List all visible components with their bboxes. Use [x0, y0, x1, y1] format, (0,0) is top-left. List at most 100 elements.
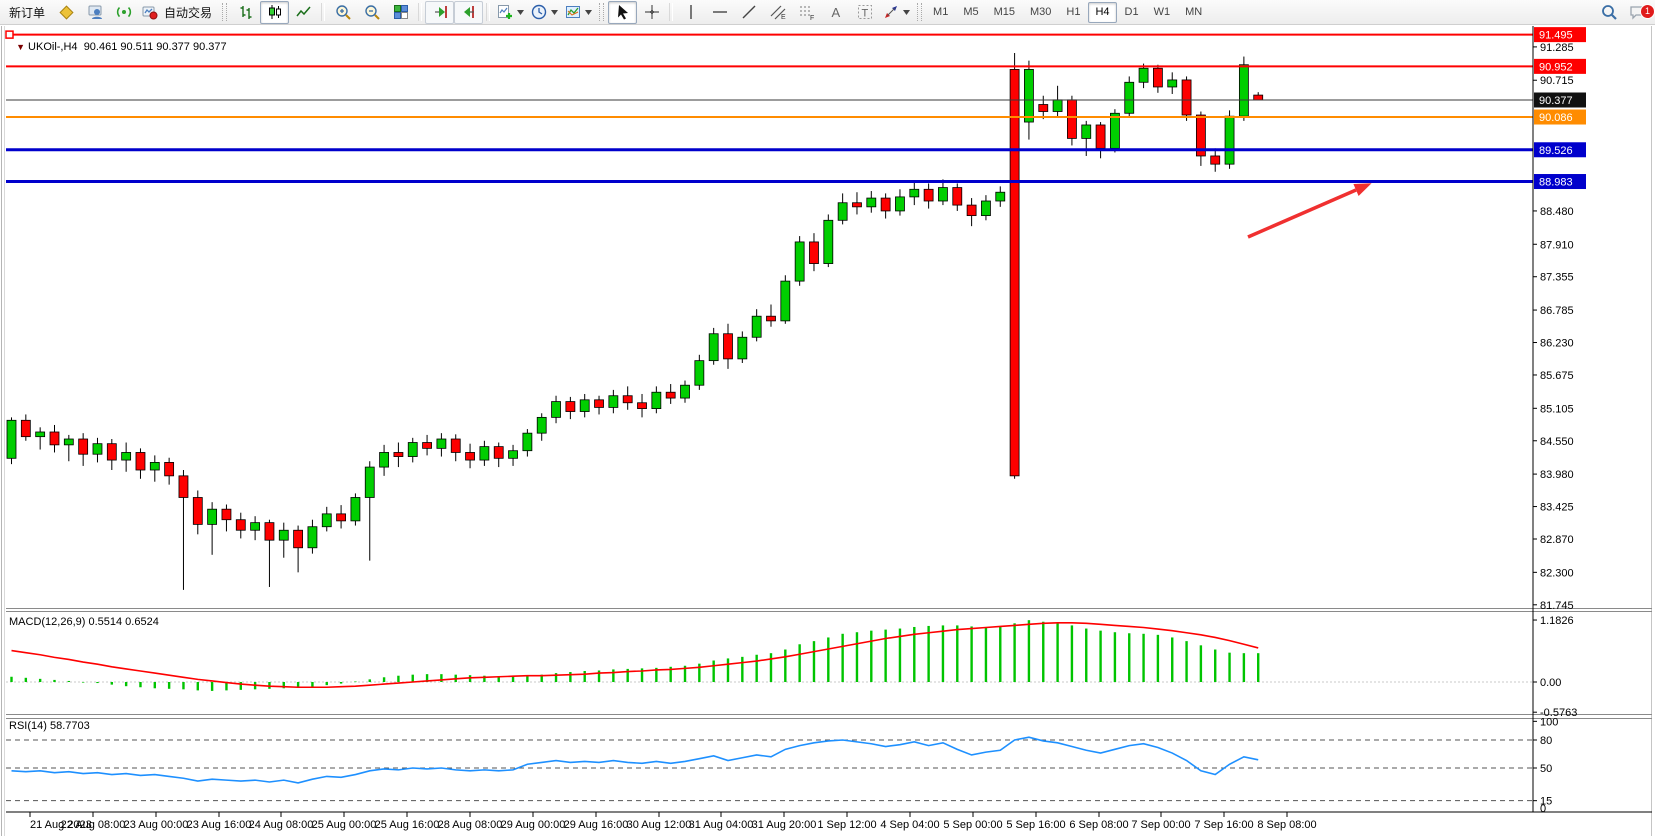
search-button[interactable]	[1594, 1, 1623, 24]
bar-chart-button[interactable]	[231, 1, 260, 24]
macd-histogram-bar	[311, 682, 314, 687]
macd-histogram-bar	[225, 682, 228, 691]
chat-button[interactable]: 1	[1623, 1, 1655, 24]
toolbar-separator	[486, 3, 491, 21]
macd-histogram-bar	[698, 663, 701, 682]
candlestick-icon	[268, 5, 281, 19]
arrows-button[interactable]	[879, 1, 913, 24]
templates-button[interactable]	[561, 1, 595, 24]
timeframe-button-h4[interactable]: H4	[1088, 1, 1117, 23]
trend-arrow-line[interactable]	[1247, 188, 1357, 239]
candle-body	[63, 438, 74, 446]
chart-ohlc-readout: 90.461 90.511 90.377 90.377	[83, 41, 227, 53]
time-tick-label: 5 Sep 16:00	[1006, 819, 1065, 831]
fibonacci-icon: F	[799, 6, 814, 21]
text-button[interactable]: A	[821, 1, 850, 24]
candle-body	[450, 438, 461, 453]
arrows-icon	[885, 6, 898, 18]
cursor-button[interactable]	[608, 0, 638, 24]
candle-body	[895, 196, 905, 212]
candle-body	[694, 360, 705, 386]
line-chart-button[interactable]	[289, 1, 318, 24]
chart-shift-icon	[463, 6, 474, 18]
macd-histogram-bar	[597, 670, 601, 682]
price-badge	[1534, 92, 1586, 108]
macd-histogram-bar	[1185, 641, 1188, 682]
candle-body	[407, 442, 418, 457]
candle-body	[379, 452, 389, 468]
macd-histogram-bar	[669, 666, 672, 682]
indicators-button[interactable]	[493, 1, 527, 24]
rsi-tick-label: 100	[1540, 716, 1558, 728]
price-tick-label: 82.300	[1540, 567, 1574, 579]
horizontal-line-button[interactable]	[705, 1, 734, 24]
timeframe-button-m15[interactable]: M15	[993, 6, 1015, 18]
candle-body	[278, 529, 289, 541]
clock-icon	[531, 4, 547, 20]
auto-scroll-button[interactable]	[425, 0, 455, 24]
main-toolbar: 新订单 自动交易	[0, 0, 1655, 25]
toolbar-separator	[321, 3, 326, 21]
zoom-out-button[interactable]	[357, 1, 386, 24]
auto-trading-button[interactable]: 自动交易	[138, 1, 218, 24]
time-tick-label: 23 Aug 00:00	[124, 819, 189, 831]
timeframe-button-m5[interactable]: M5	[963, 6, 979, 18]
price-tick-label: 82.870	[1540, 534, 1574, 546]
zoom-in-button[interactable]	[328, 1, 357, 24]
candlestick-chart-button[interactable]	[260, 0, 290, 24]
data-window-button[interactable]	[80, 1, 109, 24]
text-label-icon: T	[857, 5, 872, 20]
timeframe-button-m30[interactable]: M30	[1030, 6, 1052, 18]
macd-histogram-bar	[855, 632, 859, 682]
tile-windows-button[interactable]	[386, 1, 415, 24]
crosshair-button[interactable]	[637, 1, 666, 24]
timeframe-button-d1[interactable]: D1	[1124, 6, 1139, 18]
candle-body	[293, 529, 304, 549]
horizontal-line-icon	[712, 11, 727, 13]
notification-badge: 1	[1640, 3, 1655, 19]
timeframe-button-w1[interactable]: W1	[1153, 6, 1171, 18]
macd-histogram-bar	[296, 682, 300, 688]
time-tick-label: 30 Aug 12:00	[627, 819, 692, 831]
timeframe-button-h1[interactable]: H1	[1066, 6, 1081, 18]
candle-body	[751, 315, 762, 338]
trendline-button[interactable]	[734, 1, 763, 24]
candle-body	[1253, 94, 1264, 101]
price-badge-label: 90.377	[1539, 95, 1573, 107]
periods-button[interactable]	[527, 1, 561, 24]
vertical-line-button[interactable]	[676, 1, 705, 24]
macd-histogram-bar	[411, 674, 414, 682]
timeframe-button-mn[interactable]: MN	[1185, 6, 1203, 18]
macd-histogram-bar	[1070, 625, 1074, 682]
search-icon	[1601, 5, 1617, 20]
time-tick-label: 1 Sep 12:00	[817, 819, 876, 831]
text-label-button[interactable]: T	[850, 1, 879, 24]
macd-histogram-bar	[812, 641, 816, 682]
equidistant-channel-button[interactable]: E	[763, 1, 792, 24]
candle-body	[350, 497, 361, 522]
chart-canvas[interactable]: 91.285 90.715 88.480 87.910 87.355 86.785 86.2…	[0, 25, 1655, 836]
macd-histogram-bar	[153, 682, 156, 689]
price-tick-label: 87.355	[1540, 272, 1574, 284]
macd-histogram-bar	[1156, 634, 1160, 682]
macd-tick-label: 0.00	[1540, 677, 1561, 689]
macd-histogram-bar	[841, 633, 844, 682]
macd-histogram-bar	[1113, 632, 1117, 682]
candle-body	[78, 438, 89, 455]
chart-shift-button[interactable]	[454, 0, 484, 24]
price-badge	[1534, 174, 1586, 190]
candle-body	[1067, 99, 1077, 139]
macd-histogram-bar	[1027, 620, 1031, 682]
candle-body	[723, 333, 733, 360]
navigator-button[interactable]	[109, 1, 138, 24]
macd-histogram-bar	[124, 682, 128, 687]
trend-arrow-head[interactable]	[1353, 183, 1372, 196]
market-watch-button[interactable]	[51, 1, 80, 24]
new-order-button[interactable]: 新订单	[3, 1, 51, 24]
line-selection-handle[interactable]	[5, 30, 14, 39]
svg-text:T: T	[861, 8, 868, 20]
macd-histogram-bar	[425, 674, 429, 682]
fibonacci-button[interactable]: F	[792, 1, 821, 24]
timeframe-button-m1[interactable]: M1	[933, 6, 949, 18]
macd-histogram-bar	[110, 682, 114, 685]
